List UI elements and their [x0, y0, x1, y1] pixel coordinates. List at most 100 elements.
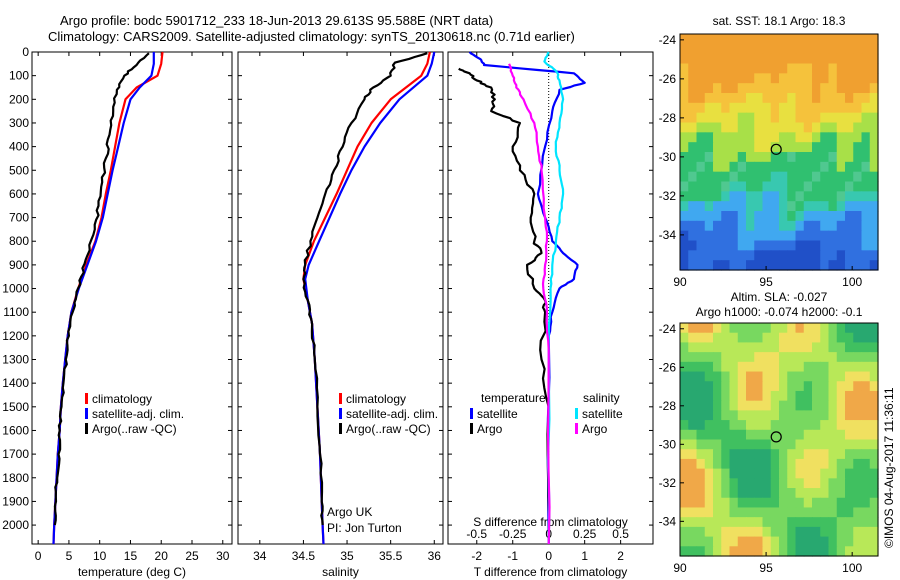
map-cell	[770, 536, 780, 547]
map-cell	[836, 63, 846, 74]
map-cell	[746, 112, 755, 124]
map-cell	[861, 122, 871, 133]
map-cell	[787, 142, 797, 153]
map-cell	[820, 400, 830, 411]
map-cell	[803, 439, 813, 450]
map-cell	[746, 497, 755, 509]
map-cell	[688, 507, 698, 518]
map-cell	[779, 191, 788, 202]
map-cell	[746, 63, 755, 74]
map-cell	[803, 323, 813, 334]
map-cell	[729, 191, 739, 202]
map-cell	[770, 112, 780, 124]
map-cell	[680, 507, 689, 518]
map-cell	[762, 142, 772, 153]
legend-swatch	[339, 423, 342, 434]
map-cell	[869, 250, 879, 261]
map-cell	[779, 488, 788, 499]
map-cell	[812, 73, 821, 84]
map-cell	[836, 142, 846, 153]
map-cell	[754, 478, 764, 489]
map-cell	[680, 34, 689, 45]
map-cell	[770, 458, 780, 470]
map-cell	[836, 181, 846, 192]
map-cell	[770, 181, 780, 192]
map-cell	[820, 332, 830, 344]
map-cell	[762, 390, 772, 402]
map-cell	[746, 536, 755, 547]
map-cell	[746, 458, 755, 470]
map-cell	[803, 63, 813, 74]
map-cell	[762, 517, 772, 528]
map-cell	[680, 112, 689, 124]
map-cell	[820, 191, 830, 202]
map-cell	[704, 381, 714, 392]
map-cell	[762, 201, 772, 212]
map-cell	[754, 171, 764, 183]
map-cell	[869, 83, 879, 94]
map-cell	[704, 43, 714, 55]
map-cell	[729, 439, 739, 450]
map-cell	[853, 371, 863, 382]
map-cell	[696, 220, 706, 232]
map-cell	[704, 449, 714, 460]
map-cell	[754, 400, 764, 411]
map-cell	[828, 507, 838, 518]
map-cell	[779, 240, 788, 251]
map-cell	[746, 361, 755, 373]
map-cell	[746, 323, 755, 334]
map-cell	[795, 220, 805, 232]
map-cell	[721, 220, 731, 232]
map-cell	[836, 352, 846, 363]
map-cell	[721, 439, 731, 450]
legend-label: Argo	[582, 422, 608, 436]
map-cell	[688, 517, 698, 528]
map-cell	[696, 171, 706, 183]
map-cell	[713, 488, 722, 499]
map-cell	[828, 468, 838, 479]
map-cell	[853, 323, 863, 334]
map-cell	[721, 211, 731, 222]
map-cell	[680, 468, 689, 479]
map-cell	[770, 390, 780, 402]
map-cell	[770, 240, 780, 251]
map-cell	[812, 390, 821, 402]
map-cell	[812, 142, 821, 153]
map-cell	[828, 43, 838, 55]
map-cell	[688, 546, 698, 557]
map-cell	[787, 390, 797, 402]
map-cell	[795, 102, 805, 114]
map-cell	[861, 536, 871, 547]
map-cell	[845, 73, 854, 84]
map-cell	[853, 171, 863, 183]
map-cell	[729, 142, 739, 153]
map-cell	[754, 361, 764, 373]
map-cell	[754, 142, 764, 153]
map-y-tick-label: -34	[659, 514, 677, 528]
map-cell	[746, 132, 755, 143]
map-cell	[762, 488, 772, 499]
map-cell	[704, 181, 714, 192]
map-cell	[803, 497, 813, 509]
map-cell	[729, 381, 739, 392]
map-cell	[845, 381, 854, 392]
map-cell	[869, 429, 879, 441]
map-cell	[737, 497, 747, 509]
map-cell	[721, 323, 731, 334]
map-cell	[853, 211, 863, 222]
map-cell	[680, 152, 689, 163]
map-cell	[680, 260, 689, 271]
map-cell	[721, 171, 731, 183]
map-cell	[688, 371, 698, 382]
map-cell	[803, 546, 813, 557]
map-cell	[845, 478, 854, 489]
map-cell	[762, 497, 772, 509]
x-tick-label: 30	[216, 549, 230, 563]
map-cell	[861, 240, 871, 251]
map-cell	[845, 371, 854, 382]
map-cell	[803, 488, 813, 499]
map-cell	[680, 488, 689, 499]
map-cell	[713, 507, 722, 518]
map-cell	[820, 211, 830, 222]
map-cell	[869, 230, 879, 242]
